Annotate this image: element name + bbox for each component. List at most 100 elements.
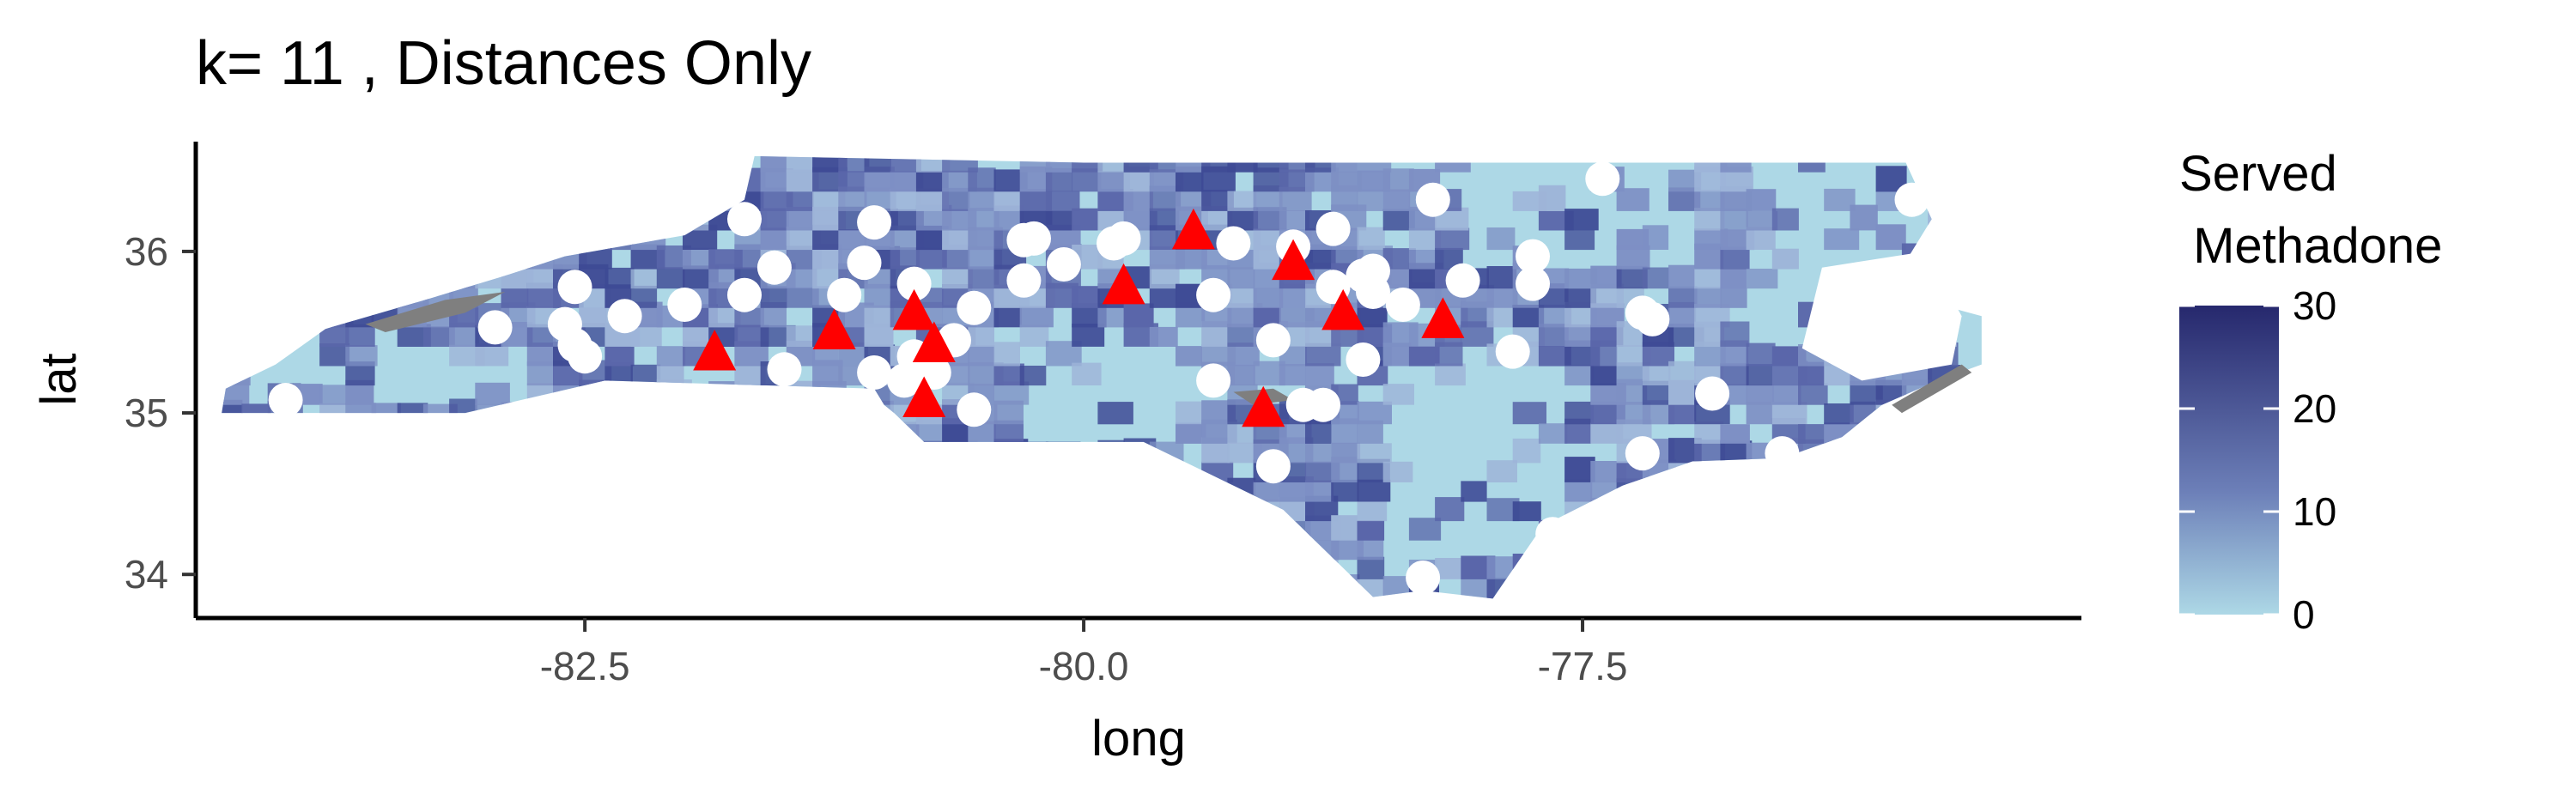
county-tile [1850, 133, 1880, 154]
county-tile [683, 402, 709, 425]
county-tile [397, 554, 427, 579]
county-tile [398, 130, 431, 153]
county-tile [1798, 383, 1828, 405]
county-tile [1486, 460, 1517, 482]
county-tile [397, 167, 433, 192]
county-tile [838, 459, 866, 482]
county-tile [812, 477, 848, 502]
county-tile [708, 497, 739, 522]
county-tile [942, 460, 970, 482]
county-tile [1928, 169, 1955, 192]
county-tile [915, 155, 951, 173]
county-tile [1227, 191, 1257, 211]
county-tile [1798, 130, 1826, 153]
provider-point [1255, 323, 1291, 358]
county-tile [1253, 573, 1281, 599]
county-tile [267, 207, 299, 231]
legend-tick-label: 0 [2293, 592, 2315, 637]
county-tile [993, 517, 1022, 541]
county-tile [1720, 363, 1749, 386]
county-tile [1513, 133, 1548, 154]
county-tile [656, 379, 692, 405]
county-tile [267, 284, 295, 308]
county-tile [1694, 267, 1724, 289]
county-tile [1798, 577, 1831, 599]
county-tile [1149, 477, 1180, 502]
county-tile [526, 579, 554, 599]
county-tile [371, 155, 403, 173]
county-tile [501, 477, 532, 502]
county-tile [449, 268, 478, 289]
county-tile [761, 131, 793, 153]
county-tile [734, 573, 765, 599]
county-tile [786, 476, 814, 502]
county-tile [708, 381, 740, 405]
county-tile [1123, 303, 1154, 328]
county-tile [293, 574, 321, 599]
county-tile [1305, 575, 1341, 599]
county-tile [449, 496, 480, 522]
county-tile [1045, 579, 1081, 599]
county-tile [293, 302, 323, 328]
county-tile [1901, 458, 1930, 482]
county-tile [1824, 536, 1855, 561]
county-tile [1305, 342, 1341, 367]
county-tile [890, 515, 927, 541]
legend-ticks: 30 20 10 0 [2179, 283, 2336, 637]
county-tile [1642, 365, 1671, 385]
county-tile [760, 459, 787, 482]
county-tile [708, 477, 741, 502]
county-tile [630, 404, 659, 425]
county-tile [1097, 482, 1125, 502]
county-tile [1902, 129, 1935, 154]
county-tile [422, 460, 456, 482]
county-tile [993, 305, 1023, 328]
county-tile [1850, 422, 1876, 444]
county-tile [1435, 363, 1466, 386]
county-tile [1720, 229, 1755, 251]
county-tile [319, 500, 355, 522]
county-tile [605, 500, 638, 522]
county-tile [1746, 402, 1773, 425]
county-tile [222, 155, 248, 173]
county-tile [222, 479, 246, 502]
county-tile [760, 286, 787, 308]
county-tile [501, 155, 530, 173]
county-tile [1564, 209, 1599, 231]
legend: Served Methadone 30 20 10 0 [2179, 146, 2442, 637]
county-tile [605, 170, 632, 192]
county-tile [838, 578, 870, 599]
county-tile [1746, 269, 1778, 289]
county-tile [449, 573, 479, 599]
provider-point [1106, 221, 1141, 256]
county-tile [1201, 132, 1231, 153]
county-tile [475, 132, 504, 153]
provider-point [1196, 277, 1231, 312]
county-tile [501, 420, 528, 444]
county-tile [1824, 517, 1854, 541]
selected-site-point [1242, 385, 1285, 427]
county-tile [1072, 577, 1101, 599]
selected-site-point [812, 308, 856, 349]
county-tile [656, 457, 692, 482]
county-tile [890, 247, 920, 270]
county-tile [1253, 480, 1280, 502]
county-tile [267, 518, 298, 541]
county-tile [1746, 478, 1780, 502]
county-tile [526, 155, 558, 173]
county-tile [1149, 573, 1179, 599]
county-tile [838, 155, 870, 173]
provider-point [1516, 266, 1550, 301]
county-tile [1590, 366, 1617, 386]
county-tile [372, 128, 407, 154]
county-tile [1590, 265, 1622, 289]
county-tile [1072, 476, 1108, 502]
county-tile [942, 573, 969, 599]
county-tile [1176, 479, 1206, 502]
county-tile [553, 480, 581, 502]
county-tile [656, 365, 684, 386]
county-tile [501, 402, 532, 425]
county-tile [579, 307, 607, 328]
county-tile [1357, 189, 1383, 211]
county-tile [475, 187, 506, 211]
